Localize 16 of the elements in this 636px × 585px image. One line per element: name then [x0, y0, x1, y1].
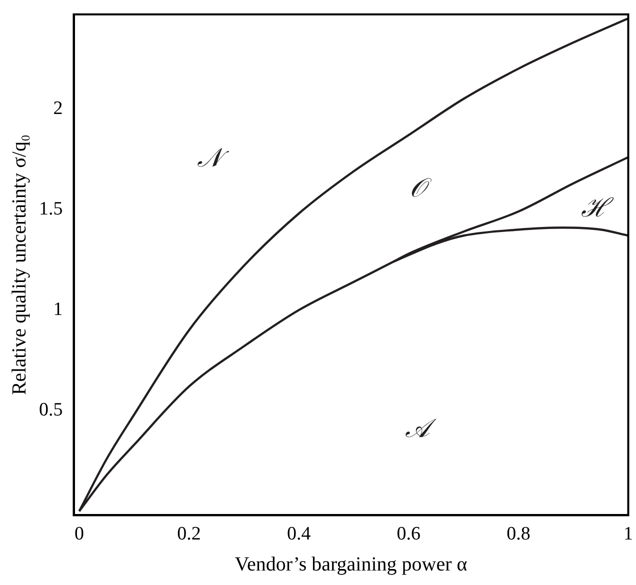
x-tick-label: 0.8	[506, 524, 530, 545]
x-tick-label: 0.4	[286, 524, 312, 545]
annotation: 𝒩	[197, 143, 230, 172]
y-tick-label: 2	[53, 98, 63, 119]
annotation: ℋ	[580, 194, 614, 223]
y-tick-label: 1.5	[39, 198, 63, 220]
y-axis-title: Relative quality uncertainty σ/q₀	[8, 134, 30, 396]
annotation: 𝒜	[405, 414, 438, 443]
x-tick-label: 0.2	[177, 524, 201, 545]
x-tick-label: 1	[624, 524, 633, 545]
annotation: 𝒪	[410, 174, 433, 203]
y-tick-label: 1	[53, 299, 63, 320]
x-tick-label: 0.6	[396, 524, 421, 545]
y-tick-label: 0.5	[39, 400, 63, 421]
x-tick-label: 0	[74, 524, 84, 545]
x-axis-title: Vendor’s bargaining power α	[234, 553, 468, 576]
